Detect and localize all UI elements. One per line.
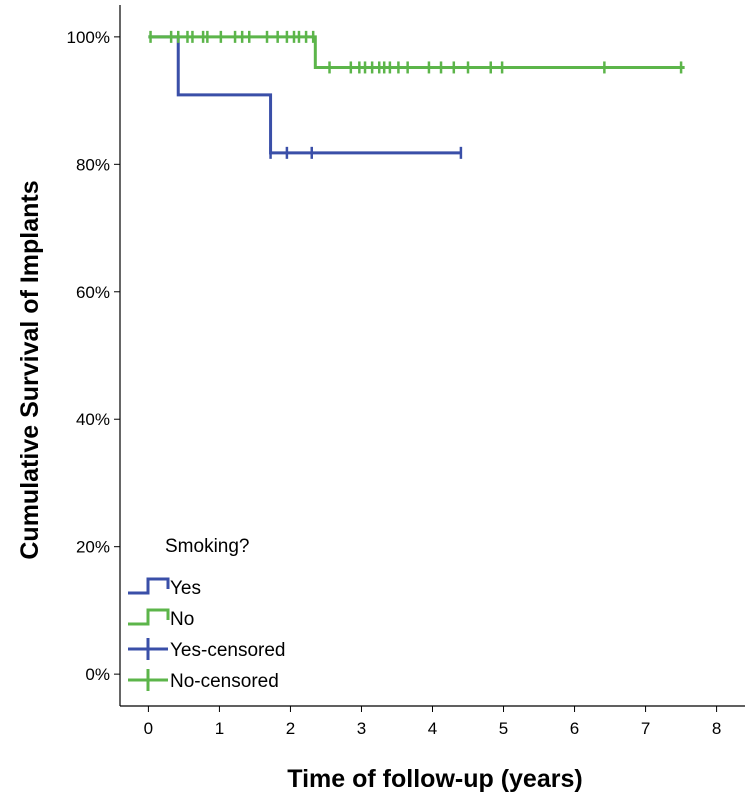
y-tick-label: 40% bbox=[76, 410, 110, 429]
x-axis-title: Time of follow-up (years) bbox=[287, 765, 582, 793]
legend-entries: Yes No Yes-censored No-censored bbox=[128, 577, 285, 692]
legend-swatch-no bbox=[128, 608, 170, 626]
y-axis-ticks: 0% 20% 40% 60% 80% 100% bbox=[67, 28, 120, 684]
legend-title: Smoking? bbox=[165, 536, 250, 557]
y-tick-label: 20% bbox=[76, 538, 110, 557]
legend-label-no: No bbox=[170, 609, 194, 630]
y-tick-label: 80% bbox=[76, 155, 110, 174]
y-tick-label: 60% bbox=[76, 283, 110, 302]
y-tick-label: 100% bbox=[67, 28, 110, 47]
x-tick-label: 7 bbox=[641, 719, 650, 738]
legend-entry-yes: Yes bbox=[128, 577, 201, 599]
survival-line-yes bbox=[148, 35, 461, 155]
legend: Smoking? Yes No Yes-censored No-censored bbox=[128, 536, 285, 692]
legend-entry-no-censored: No-censored bbox=[128, 669, 279, 692]
series-yes bbox=[148, 35, 463, 159]
legend-entry-yes-censored: Yes-censored bbox=[128, 638, 285, 661]
legend-label-no-censored: No-censored bbox=[170, 671, 279, 692]
x-tick-label: 4 bbox=[428, 719, 437, 738]
x-tick-label: 6 bbox=[570, 719, 579, 738]
legend-label-yes: Yes bbox=[170, 578, 201, 599]
x-tick-label: 2 bbox=[286, 719, 295, 738]
legend-label-yes-censored: Yes-censored bbox=[170, 640, 285, 661]
x-tick-label: 5 bbox=[499, 719, 508, 738]
legend-swatch-yes bbox=[128, 577, 170, 595]
x-tick-label: 8 bbox=[712, 719, 721, 738]
chart-axes bbox=[119, 5, 745, 707]
y-tick-label: 0% bbox=[85, 665, 110, 684]
x-tick-label: 0 bbox=[144, 719, 153, 738]
series-no bbox=[148, 30, 685, 74]
x-tick-label: 3 bbox=[357, 719, 366, 738]
y-axis-title: Cumulative Survival of Implants bbox=[16, 180, 44, 559]
x-axis-ticks: 0 1 2 3 4 5 6 7 8 bbox=[144, 706, 721, 738]
x-tick-label: 1 bbox=[215, 719, 224, 738]
series-layer bbox=[148, 30, 685, 159]
survival-line-no bbox=[148, 35, 685, 69]
legend-entry-no: No bbox=[128, 608, 194, 630]
